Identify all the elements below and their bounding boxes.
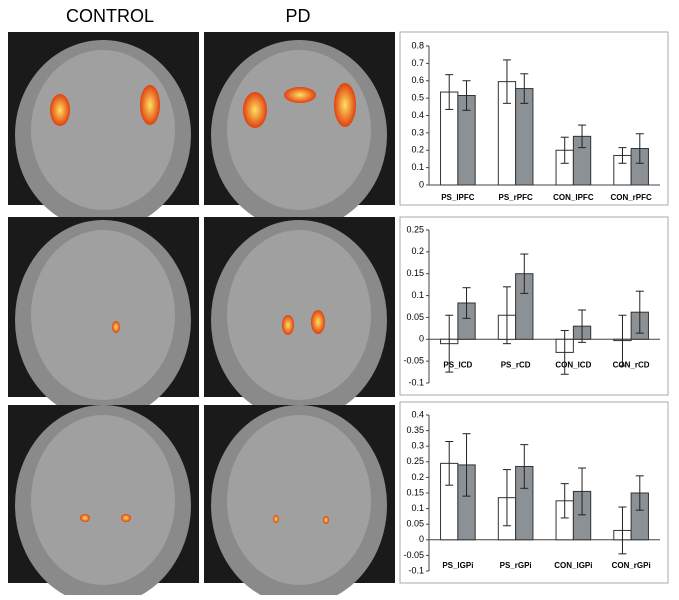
x-tick-label: PS_lCD xyxy=(443,360,472,369)
y-tick-label: 0.8 xyxy=(411,40,424,50)
y-tick-label: 0.25 xyxy=(406,456,424,466)
error-bar xyxy=(618,314,627,367)
x-tick-label: CON_lGPi xyxy=(554,561,592,570)
chart-frame xyxy=(399,216,669,396)
y-tick-label: 0.1 xyxy=(411,162,424,172)
brain xyxy=(227,50,371,210)
y-tick-label: 0.4 xyxy=(411,409,424,419)
y-tick-label: 0.15 xyxy=(406,487,424,497)
error-bar xyxy=(445,441,454,486)
error-bar xyxy=(502,469,511,527)
x-tick-label: PS_rGPi xyxy=(500,561,532,570)
error-bar xyxy=(462,433,471,497)
x-tick-label: CON_rPFC xyxy=(610,193,652,202)
error-bar xyxy=(560,330,569,375)
y-tick-label: 0 xyxy=(419,334,424,344)
brain-row xyxy=(8,405,395,600)
activation xyxy=(112,321,120,333)
activation xyxy=(140,85,160,125)
column-label: PD xyxy=(285,6,310,26)
error-bar xyxy=(560,483,569,519)
y-tick-label: -0.05 xyxy=(403,356,424,366)
error-bar xyxy=(578,124,587,149)
error-bar xyxy=(502,286,511,345)
y-tick-label: 0.3 xyxy=(411,127,424,137)
error-bar xyxy=(560,136,569,164)
brain xyxy=(227,415,371,585)
y-tick-label: 0.7 xyxy=(411,58,424,68)
bar-chart: -0.1 -0.05 0 0.05 0.1 0.15 0.2 0.25 0.3 0.35 0.4 PS… xyxy=(399,401,669,584)
activation xyxy=(50,94,70,126)
x-tick-label: PS_rPFC xyxy=(499,193,533,202)
x-tick-label: PS_lGPi xyxy=(442,561,473,570)
activation xyxy=(273,515,279,523)
x-tick-label: PS_lPFC xyxy=(441,193,475,202)
activation xyxy=(80,514,90,522)
bar-chart: -0.1 -0.05 0 0.05 0.1 0.15 0.2 0.25 PS_lCD PS_rCD… xyxy=(399,216,669,396)
brain xyxy=(31,50,175,210)
y-tick-label: 0.05 xyxy=(406,312,424,322)
y-tick-label: -0.1 xyxy=(408,565,424,575)
brain xyxy=(31,230,175,400)
error-bar xyxy=(618,147,627,164)
activation xyxy=(334,83,356,127)
error-bar xyxy=(578,309,587,343)
y-tick-label: 0.05 xyxy=(406,519,424,529)
column-label: CONTROL xyxy=(66,6,154,26)
x-tick-label: PS_rCD xyxy=(501,360,531,369)
y-tick-label: 0.2 xyxy=(411,246,424,256)
error-bar xyxy=(462,287,471,319)
y-tick-label: 0.1 xyxy=(411,290,424,300)
y-tick-label: 0.3 xyxy=(411,441,424,451)
x-tick-label: CON_lPFC xyxy=(553,193,594,202)
y-tick-label: 0.2 xyxy=(411,472,424,482)
y-tick-label: -0.05 xyxy=(403,550,424,560)
y-tick-label: 0 xyxy=(419,534,424,544)
activation xyxy=(311,310,325,334)
error-bar xyxy=(445,314,454,373)
brain-row xyxy=(8,217,395,420)
activation xyxy=(284,87,316,103)
y-tick-label: 0.1 xyxy=(411,503,424,513)
y-tick-label: 0 xyxy=(419,179,424,189)
activation xyxy=(282,315,294,335)
activation xyxy=(323,516,329,524)
y-tick-label: 0.6 xyxy=(411,75,424,85)
y-tick-label: 0.15 xyxy=(406,268,424,278)
y-tick-label: 0.35 xyxy=(406,425,424,435)
y-tick-label: 0.25 xyxy=(406,224,424,234)
error-bar xyxy=(502,59,511,104)
error-bar xyxy=(520,444,529,489)
brain-images xyxy=(8,32,395,600)
brain xyxy=(227,230,371,400)
error-bar xyxy=(618,506,627,555)
x-tick-label: CON_rGPi xyxy=(612,561,651,570)
activation xyxy=(243,92,267,128)
error-bar xyxy=(462,80,471,111)
y-tick-label: -0.1 xyxy=(408,377,424,387)
brain xyxy=(31,415,175,585)
y-tick-label: 0.2 xyxy=(411,145,424,155)
error-bar xyxy=(520,73,529,104)
error-bar xyxy=(635,133,644,164)
error-bar xyxy=(520,253,529,294)
error-bar xyxy=(635,475,644,511)
y-tick-label: 0.5 xyxy=(411,93,424,103)
x-tick-label: CON_rCD xyxy=(613,360,650,369)
y-tick-label: 0.4 xyxy=(411,110,424,120)
error-bar xyxy=(578,467,587,516)
error-bar xyxy=(635,290,644,334)
activation xyxy=(121,514,131,522)
x-tick-label: CON_lCD xyxy=(555,360,591,369)
error-bar xyxy=(445,74,454,110)
bar-chart: 0 0.1 0.2 0.3 0.4 0.5 0.6 0.7 0.8 PS_lPFC PS_rPFC C… xyxy=(399,31,669,206)
brain-row xyxy=(8,32,395,230)
